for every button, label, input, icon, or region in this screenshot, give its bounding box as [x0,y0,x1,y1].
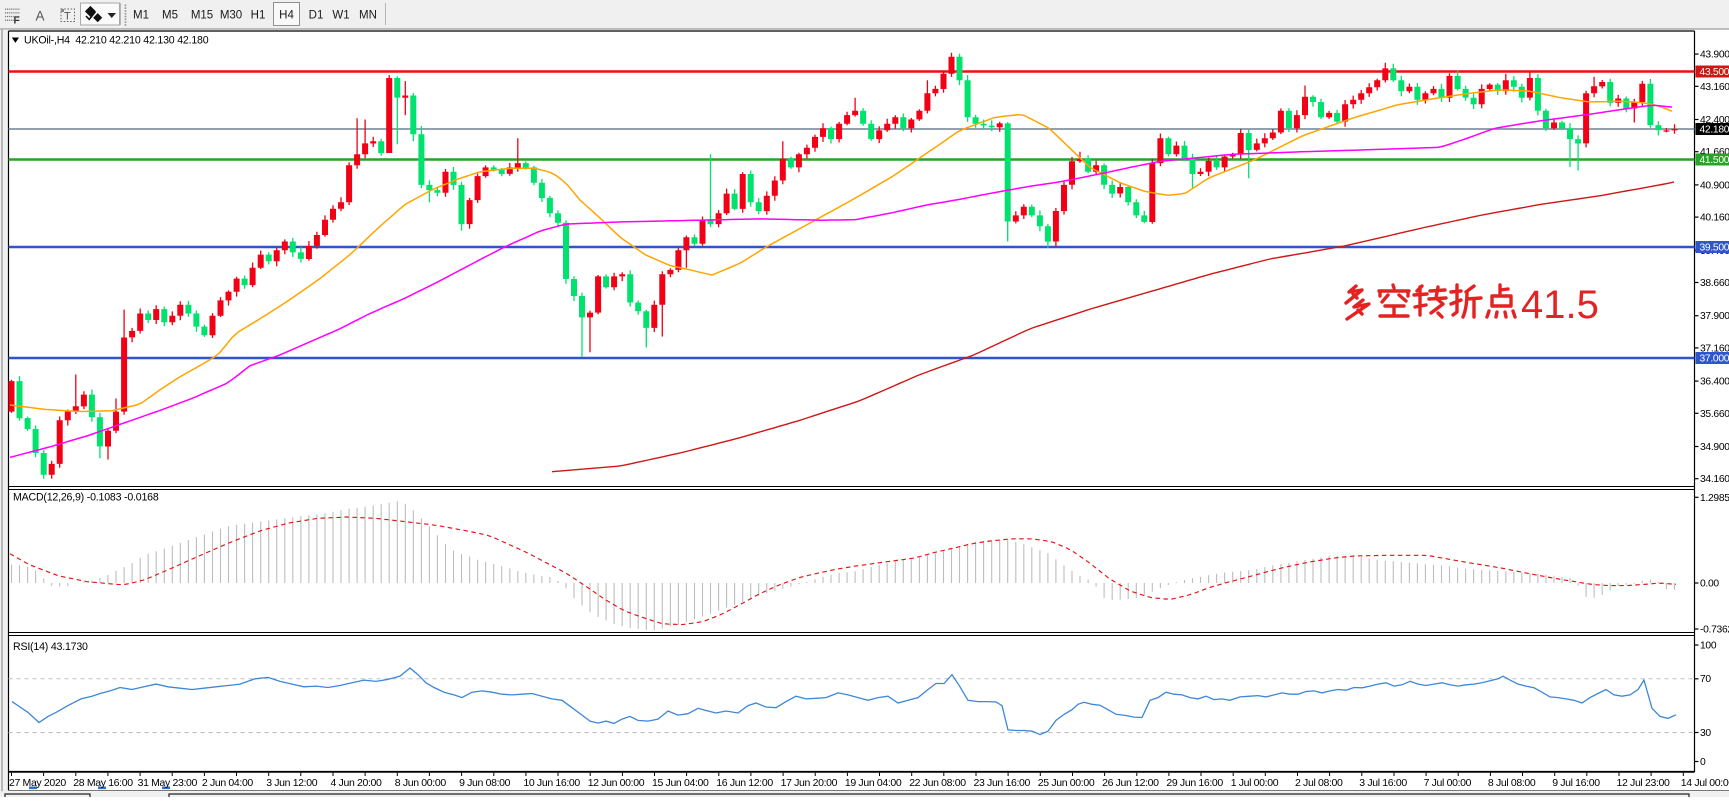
svg-text:MACD(12,26,9) -0.1083 -0.0168: MACD(12,26,9) -0.1083 -0.0168 [13,492,159,504]
svg-text:A: A [36,9,45,24]
svg-text:-0.7362: -0.7362 [1700,625,1729,636]
svg-text:37.000: 37.000 [1700,354,1729,365]
svg-text:12 Jun 00:00: 12 Jun 00:00 [588,777,645,789]
svg-text:H4: H4 [279,10,294,22]
svg-text:70: 70 [1700,674,1711,685]
svg-text:16 Jun 12:00: 16 Jun 12:00 [716,777,773,789]
svg-text:42.180: 42.180 [1700,125,1729,136]
svg-text:1 Jul 00:00: 1 Jul 00:00 [1231,777,1279,789]
svg-text:M30: M30 [220,10,242,22]
svg-text:H1: H1 [251,10,266,22]
svg-text:43.160: 43.160 [1700,82,1729,93]
svg-text:8 Jun 00:00: 8 Jun 00:00 [395,777,447,789]
svg-text:39.500: 39.500 [1700,243,1729,254]
svg-text:43.900: 43.900 [1700,50,1729,61]
svg-text:M5: M5 [162,10,178,22]
svg-text:D1: D1 [309,10,324,22]
svg-text:26 Jun 12:00: 26 Jun 12:00 [1102,777,1159,789]
svg-text:28 May 16:00: 28 May 16:00 [73,777,133,789]
svg-text:7 Jul 00:00: 7 Jul 00:00 [1424,777,1472,789]
svg-text:F: F [14,16,20,27]
svg-text:UKOil-,H4 42.210 42.210 42.13: UKOil-,H4 42.210 42.210 42.130 42.180 [24,35,209,47]
svg-text:23 Jun 16:00: 23 Jun 16:00 [974,777,1031,789]
svg-text:100: 100 [1700,641,1717,652]
svg-text:35.660: 35.660 [1700,409,1729,420]
svg-text:10 Jun 16:00: 10 Jun 16:00 [523,777,580,789]
svg-text:34.900: 34.900 [1700,442,1729,453]
svg-text:2 Jul 08:00: 2 Jul 08:00 [1295,777,1343,789]
svg-text:25 Jun 00:00: 25 Jun 00:00 [1038,777,1095,789]
svg-text:22 Jun 08:00: 22 Jun 08:00 [909,777,966,789]
svg-text:M1: M1 [133,10,149,22]
svg-text:34.160: 34.160 [1700,474,1729,485]
svg-text:40.160: 40.160 [1700,213,1729,224]
svg-text:9 Jun 08:00: 9 Jun 08:00 [459,777,511,789]
svg-text:1.2985: 1.2985 [1700,493,1729,504]
svg-text:M15: M15 [191,10,213,22]
svg-text:43.500: 43.500 [1700,67,1729,78]
svg-text:2 Jun 04:00: 2 Jun 04:00 [202,777,254,789]
svg-text:37.900: 37.900 [1700,311,1729,322]
svg-text:30: 30 [1700,728,1711,739]
svg-text:0.00: 0.00 [1700,579,1719,590]
svg-text:29 Jun 16:00: 29 Jun 16:00 [1166,777,1223,789]
svg-text:MN: MN [359,10,377,22]
svg-text:9 Jul 16:00: 9 Jul 16:00 [1552,777,1600,789]
svg-text:14 Jul 00:00: 14 Jul 00:00 [1681,777,1729,789]
svg-text:RSI(14) 43.1730: RSI(14) 43.1730 [13,641,88,653]
svg-text:3 Jul 16:00: 3 Jul 16:00 [1359,777,1407,789]
svg-text:38.660: 38.660 [1700,278,1729,289]
svg-text:40.900: 40.900 [1700,180,1729,191]
svg-text:27 May 2020: 27 May 2020 [9,777,66,789]
svg-text:4 Jun 20:00: 4 Jun 20:00 [331,777,383,789]
svg-text:3 Jun 12:00: 3 Jun 12:00 [266,777,318,789]
svg-text:31 May 23:00: 31 May 23:00 [138,777,198,789]
svg-text:12 Jul 23:00: 12 Jul 23:00 [1617,777,1671,789]
svg-text:0: 0 [1700,757,1706,768]
svg-text:19 Jun 04:00: 19 Jun 04:00 [845,777,902,789]
svg-text:17 Jun 20:00: 17 Jun 20:00 [781,777,838,789]
svg-text:W1: W1 [332,10,349,22]
svg-text:T: T [64,11,71,23]
svg-text:8 Jul 08:00: 8 Jul 08:00 [1488,777,1536,789]
svg-text:15 Jun 04:00: 15 Jun 04:00 [652,777,709,789]
svg-text:41.500: 41.500 [1700,155,1729,166]
svg-text:41.5: 41.5 [1521,283,1599,327]
svg-text:36.400: 36.400 [1700,377,1729,388]
